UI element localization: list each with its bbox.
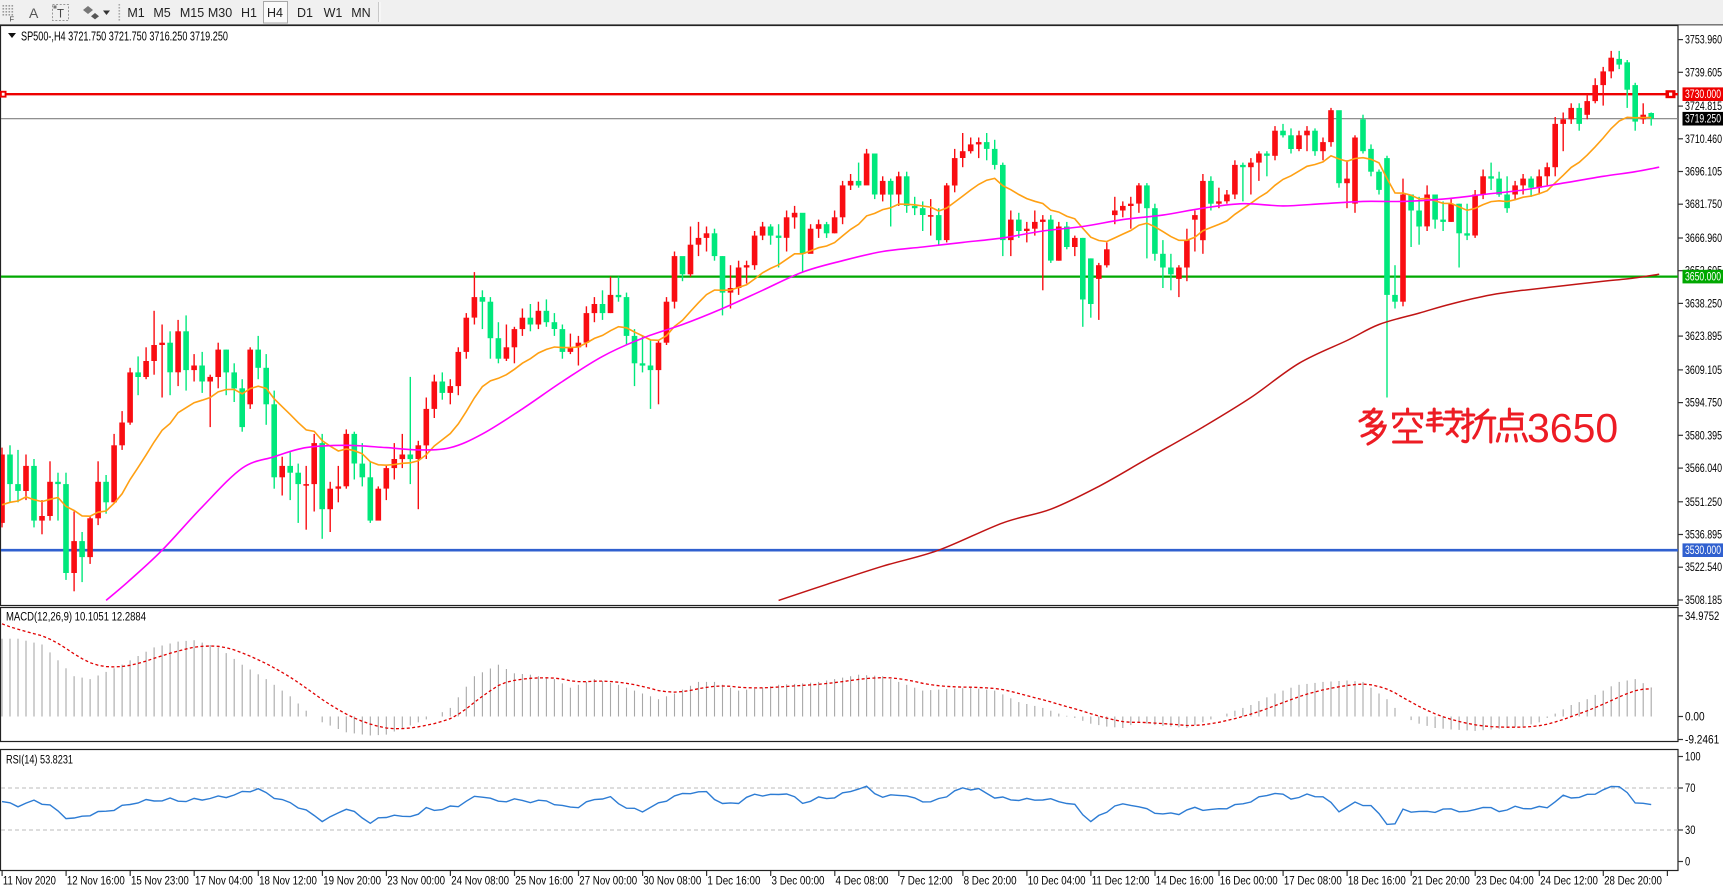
svg-text:3730.000: 3730.000 xyxy=(1685,89,1721,101)
svg-text:3666.960: 3666.960 xyxy=(1685,233,1722,245)
svg-text:3580.395: 3580.395 xyxy=(1685,430,1722,442)
svg-text:W1: W1 xyxy=(324,6,343,20)
svg-text:30 Nov 08:00: 30 Nov 08:00 xyxy=(643,876,701,888)
svg-text:4 Dec 08:00: 4 Dec 08:00 xyxy=(836,876,889,888)
svg-text:3710.460: 3710.460 xyxy=(1685,134,1722,146)
svg-text:1 Dec 16:00: 1 Dec 16:00 xyxy=(707,876,760,888)
svg-text:34.9752: 34.9752 xyxy=(1685,611,1719,623)
svg-text:MN: MN xyxy=(351,6,370,20)
svg-text:D1: D1 xyxy=(297,6,313,20)
svg-text:A: A xyxy=(29,5,39,21)
svg-text:3753.960: 3753.960 xyxy=(1685,35,1722,47)
svg-text:0.00: 0.00 xyxy=(1685,712,1705,724)
svg-text:18 Nov 12:00: 18 Nov 12:00 xyxy=(259,876,317,888)
svg-text:3522.540: 3522.540 xyxy=(1685,562,1722,574)
svg-text:12 Nov 16:00: 12 Nov 16:00 xyxy=(67,876,125,888)
svg-text:24 Dec 12:00: 24 Dec 12:00 xyxy=(1540,876,1598,888)
svg-text:8 Dec 20:00: 8 Dec 20:00 xyxy=(964,876,1017,888)
svg-text:3508.185: 3508.185 xyxy=(1685,595,1722,607)
svg-text:23 Nov 00:00: 23 Nov 00:00 xyxy=(387,876,445,888)
svg-text:3739.605: 3739.605 xyxy=(1685,67,1722,79)
svg-text:3696.105: 3696.105 xyxy=(1685,167,1722,179)
svg-text:30: 30 xyxy=(1685,825,1695,837)
svg-text:23 Dec 04:00: 23 Dec 04:00 xyxy=(1476,876,1534,888)
svg-text:3551.250: 3551.250 xyxy=(1685,497,1722,509)
svg-text:11 Dec 12:00: 11 Dec 12:00 xyxy=(1092,876,1150,888)
svg-text:-9.2461: -9.2461 xyxy=(1685,735,1719,747)
svg-text:11 Nov 2020: 11 Nov 2020 xyxy=(3,876,56,888)
svg-text:H4: H4 xyxy=(267,6,283,20)
svg-text:M1: M1 xyxy=(127,6,144,20)
svg-text:MACD(12,26,9) 10.1051 12.2884: MACD(12,26,9) 10.1051 12.2884 xyxy=(6,612,146,624)
svg-text:3638.250: 3638.250 xyxy=(1685,298,1722,310)
svg-text:3566.040: 3566.040 xyxy=(1685,463,1722,475)
svg-text:25 Nov 16:00: 25 Nov 16:00 xyxy=(515,876,573,888)
svg-text:100: 100 xyxy=(1685,752,1701,764)
svg-text:RSI(14) 53.8231: RSI(14) 53.8231 xyxy=(6,755,73,767)
svg-text:17 Nov 04:00: 17 Nov 04:00 xyxy=(195,876,253,888)
svg-text:3594.750: 3594.750 xyxy=(1685,398,1722,410)
svg-text:3681.750: 3681.750 xyxy=(1685,199,1722,211)
svg-text:3 Dec 00:00: 3 Dec 00:00 xyxy=(772,876,825,888)
svg-text:14 Dec 16:00: 14 Dec 16:00 xyxy=(1156,876,1214,888)
svg-text:3623.895: 3623.895 xyxy=(1685,331,1722,343)
svg-text:7 Dec 12:00: 7 Dec 12:00 xyxy=(900,876,953,888)
svg-text:0: 0 xyxy=(1685,857,1690,869)
svg-text:17 Dec 08:00: 17 Dec 08:00 xyxy=(1284,876,1342,888)
svg-text:3724.815: 3724.815 xyxy=(1685,101,1722,113)
svg-text:M15: M15 xyxy=(180,6,204,20)
svg-text:3530.000: 3530.000 xyxy=(1685,545,1721,557)
svg-text:SP500-,H4 3721.750 3721.750 3: SP500-,H4 3721.750 3721.750 3716.250 371… xyxy=(21,30,228,44)
svg-text:15 Nov 23:00: 15 Nov 23:00 xyxy=(131,876,189,888)
svg-text:21 Dec 20:00: 21 Dec 20:00 xyxy=(1412,876,1470,888)
svg-text:M5: M5 xyxy=(153,6,170,20)
svg-text:27 Nov 00:00: 27 Nov 00:00 xyxy=(579,876,637,888)
svg-text:H1: H1 xyxy=(241,6,257,20)
svg-text:24 Nov 08:00: 24 Nov 08:00 xyxy=(451,876,509,888)
svg-text:16 Dec 00:00: 16 Dec 00:00 xyxy=(1220,876,1278,888)
svg-text:18 Dec 16:00: 18 Dec 16:00 xyxy=(1348,876,1406,888)
svg-text:28 Dec 20:00: 28 Dec 20:00 xyxy=(1604,876,1662,888)
svg-text:3650: 3650 xyxy=(1527,405,1618,451)
svg-text:19 Nov 20:00: 19 Nov 20:00 xyxy=(323,876,381,888)
svg-text:T: T xyxy=(57,9,64,21)
svg-text:M30: M30 xyxy=(208,6,232,20)
svg-text:F: F xyxy=(10,15,15,24)
svg-text:3650.000: 3650.000 xyxy=(1685,272,1721,284)
svg-text:3609.105: 3609.105 xyxy=(1685,365,1722,377)
svg-text:3536.895: 3536.895 xyxy=(1685,530,1722,542)
svg-text:10 Dec 04:00: 10 Dec 04:00 xyxy=(1028,876,1086,888)
svg-text:3719.250: 3719.250 xyxy=(1685,114,1721,126)
svg-text:70: 70 xyxy=(1685,783,1695,795)
